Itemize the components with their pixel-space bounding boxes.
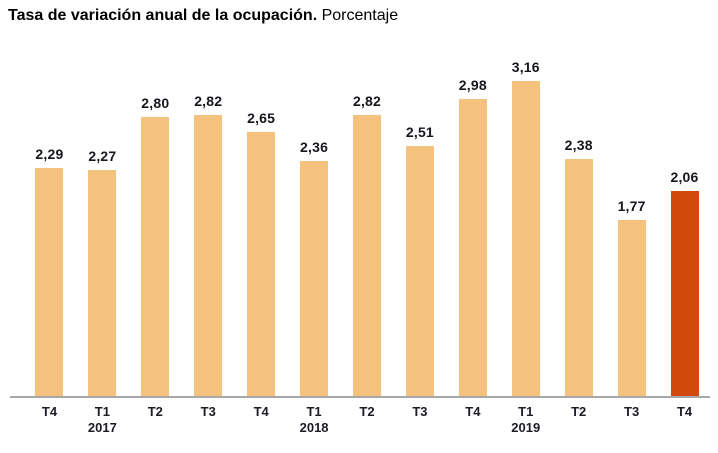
bar-value-label: 2,27: [88, 148, 117, 164]
x-tick-label: T2: [129, 404, 182, 436]
bar-value-label: 2,65: [247, 110, 276, 126]
bar-value-label: 2,82: [194, 93, 223, 109]
bar-value-label: 2,51: [405, 124, 434, 140]
bar-value-label: 1,77: [617, 198, 646, 214]
x-tick-label: T3: [182, 404, 235, 436]
chart-title-main: Tasa de variación anual de la ocupación.: [8, 7, 318, 24]
bar-value-label: 2,36: [300, 139, 329, 155]
x-axis-line: [10, 396, 710, 398]
bar-value-label: 2,06: [670, 169, 699, 185]
quarter-label: T3: [412, 404, 428, 419]
quarter-label: T4: [41, 404, 58, 419]
x-tick-label: T1 2018: [288, 404, 341, 436]
bar: [458, 99, 487, 397]
bar: [405, 146, 434, 397]
bar: [141, 117, 170, 397]
bar-column: 2,98: [446, 77, 499, 397]
plot-area: 2,29 2,27 2,80 2,82 2,65 2,36 2,82 2,51 2,98 3,16…: [23, 0, 711, 397]
chart-title: Tasa de variación anual de la ocupación.…: [8, 7, 398, 25]
bar: [511, 81, 540, 397]
year-label: 2017: [87, 420, 117, 435]
x-tick-label: T3: [605, 404, 658, 436]
x-tick-label: T2: [341, 404, 394, 436]
quarter-label: T1: [94, 404, 110, 419]
quarter-label: T4: [253, 404, 269, 419]
quarter-label: T4: [676, 404, 693, 419]
quarter-label: T2: [359, 404, 375, 419]
x-axis-labels: T4 T1 2017 T2 T3 T4 T1 2018 T2 T3 T4 T1 2019 T2 T3 T4: [23, 404, 711, 436]
chart-title-subtitle: Porcentaje: [321, 7, 399, 24]
bar-column: 2,51: [393, 124, 446, 397]
bar-value-label: 2,38: [564, 137, 593, 153]
bar: [247, 132, 276, 397]
quarter-label: T2: [147, 404, 163, 419]
bar: [564, 159, 593, 397]
bar-column: 2,80: [129, 95, 182, 397]
bar: [352, 115, 381, 397]
bar-value-label: 2,29: [35, 146, 64, 162]
quarter-label: T3: [200, 404, 216, 419]
bar-column: 2,65: [235, 110, 288, 397]
quarter-label: T2: [571, 404, 587, 419]
x-tick-label: T1 2017: [76, 404, 129, 436]
bar: [194, 115, 223, 397]
bar-value-label: 2,82: [352, 93, 382, 109]
bar-column: 2,82: [182, 93, 235, 397]
x-tick-label: T4: [23, 404, 76, 436]
x-tick-label: T4: [446, 404, 499, 436]
year-label: 2018: [299, 420, 329, 435]
quarter-label: T1: [306, 404, 322, 419]
quarter-label: T3: [624, 404, 640, 419]
quarter-label: T1: [518, 404, 534, 419]
bar: [617, 220, 646, 397]
x-tick-label: T4: [235, 404, 288, 436]
bar-column: 2,38: [552, 137, 605, 397]
bar-highlighted: [670, 191, 699, 397]
x-tick-label: T1 2019: [499, 404, 552, 436]
bar-value-label: 3,16: [511, 59, 540, 75]
x-tick-label: T2: [552, 404, 605, 436]
bar-column: 3,16: [499, 59, 552, 397]
quarter-label: T4: [465, 404, 481, 419]
x-tick-label: T4: [658, 404, 711, 436]
bar-column: 2,36: [288, 139, 341, 397]
bar-column: 2,06: [658, 169, 711, 397]
x-tick-label: T3: [393, 404, 446, 436]
bar-column: 2,27: [76, 148, 129, 397]
bar: [88, 170, 117, 397]
bar-column: 2,29: [23, 146, 76, 397]
bar-column: 2,82: [341, 93, 394, 397]
bar-value-label: 2,80: [141, 95, 170, 111]
bar-value-label: 2,98: [458, 77, 487, 93]
bar: [35, 168, 64, 397]
bar: [300, 161, 329, 397]
bar-column: 1,77: [605, 198, 658, 397]
year-label: 2019: [511, 420, 541, 435]
